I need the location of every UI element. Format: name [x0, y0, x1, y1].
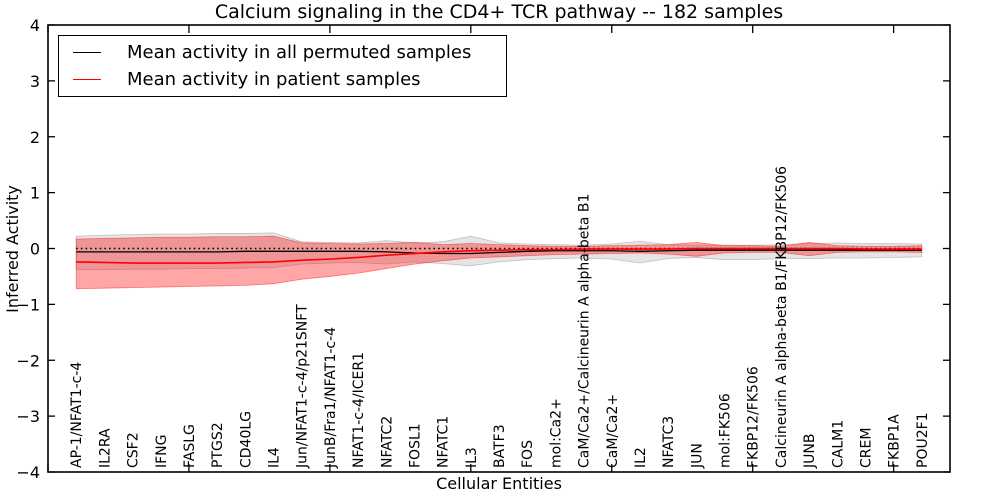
y-tick-label: 0: [30, 240, 40, 259]
x-category-label: CD40LG: [238, 411, 254, 468]
x-category-label: JUN: [689, 443, 705, 469]
y-tick-label: 1: [30, 184, 40, 203]
x-category-label: CSF2: [126, 432, 142, 468]
x-category-label: IFNG: [154, 434, 170, 468]
x-category-label: FASLG: [182, 424, 198, 468]
x-category-label: FOSL1: [407, 423, 423, 468]
x-category-label: CaM/Ca2+/Calcineurin A alpha-beta B1: [577, 194, 593, 468]
x-category-label: NFATC2: [379, 416, 395, 468]
legend-label-patient: Mean activity in patient samples: [127, 68, 421, 90]
x-category-label: FOS: [520, 440, 536, 468]
y-tick-label: 2: [30, 128, 40, 147]
series-line-patient: [76, 247, 922, 264]
x-category-label: IL2: [633, 447, 649, 468]
y-axis-label: Inferred Activity: [3, 185, 22, 313]
x-category-label: PTGS2: [210, 422, 226, 468]
x-category-label: FKBP12/FK506: [746, 366, 762, 468]
x-category-label: AP-1/NFAT1-c-4: [69, 362, 85, 468]
series-line-permuted: [76, 249, 922, 255]
x-category-label: NFATC1: [436, 416, 452, 468]
x-axis-label: Cellular Entities: [436, 474, 562, 493]
x-category-label: mol:FK506: [718, 393, 734, 468]
y-tick-label: 4: [30, 16, 40, 35]
x-category-label: JunB/Fra1/NFAT1-c-4: [323, 327, 339, 469]
x-category-label: NFATC3: [661, 416, 677, 468]
band-patient-samples-range: [75, 235, 923, 290]
x-category-label: CREM: [858, 428, 874, 468]
x-category-label: JUNB: [802, 434, 818, 469]
x-category-label: Calcineurin A alpha-beta B1/FKBP12/FK506: [774, 166, 790, 468]
x-category-label: Jun/NFAT1-c-4/p21SNFT: [295, 304, 311, 469]
legend-line-patient-icon: [73, 79, 101, 80]
x-category-label: FKBP1A: [887, 414, 903, 468]
x-category-label: IL2RA: [97, 428, 113, 468]
y-tick-label: −1: [16, 295, 40, 314]
y-tick-label: 3: [30, 72, 40, 91]
legend: Mean activity in all permuted samples Me…: [58, 35, 507, 97]
legend-item-patient: Mean activity in patient samples: [73, 67, 506, 93]
x-category-label: CALM1: [830, 420, 846, 468]
y-tick-label: −4: [16, 463, 40, 482]
x-category-label: POU2F1: [915, 412, 931, 468]
x-category-label: CaM/Ca2+: [605, 394, 621, 468]
x-category-label: NFAT1-c-4/ICER1: [351, 352, 367, 468]
x-category-label: IL3: [464, 447, 480, 468]
legend-label-permuted: Mean activity in all permuted samples: [127, 41, 472, 63]
legend-item-permuted: Mean activity in all permuted samples: [73, 40, 506, 66]
y-tick-label: −3: [16, 407, 40, 426]
x-category-label: BATF3: [492, 424, 508, 468]
y-tick-label: −2: [16, 351, 40, 370]
chart-title: Calcium signaling in the CD4+ TCR pathwa…: [214, 1, 784, 23]
x-category-label: mol:Ca2+: [548, 398, 564, 468]
legend-line-permuted-icon: [73, 52, 101, 53]
x-category-label: IL4: [267, 447, 283, 468]
